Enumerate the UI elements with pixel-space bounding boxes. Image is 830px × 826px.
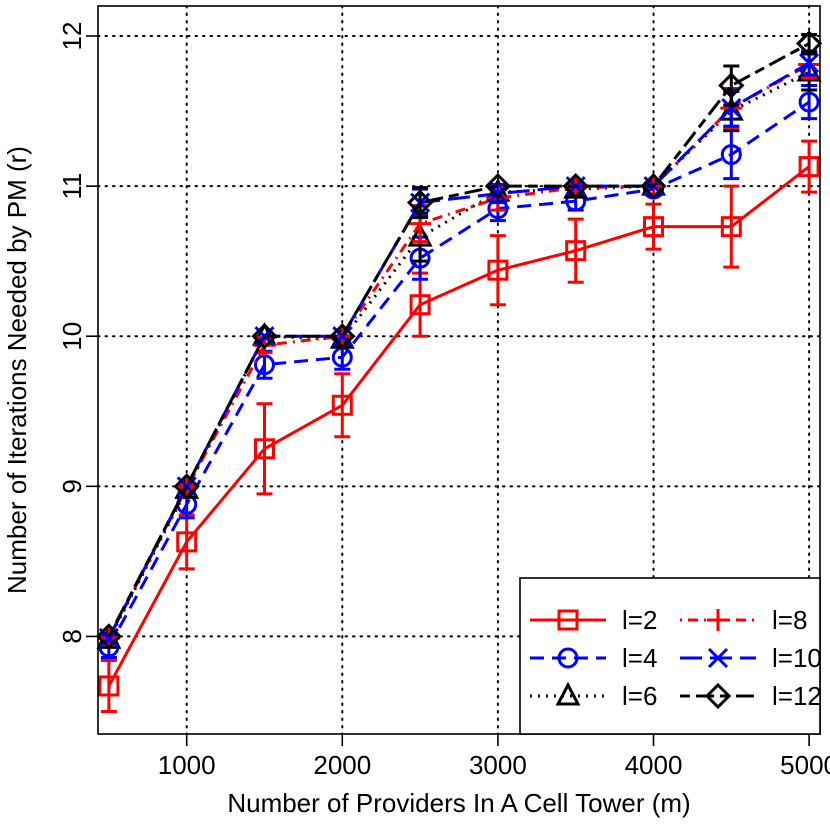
data-point: [720, 216, 742, 238]
legend-marker: [555, 681, 581, 706]
y-tick-label: 10: [57, 322, 87, 351]
x-tick-label: 1000: [158, 750, 216, 780]
series-group: [95, 30, 823, 713]
data-point: [799, 52, 820, 74]
x-axis-title: Number of Providers In A Cell Tower (m): [227, 788, 690, 818]
data-point: [253, 438, 275, 460]
error-bar: [723, 184, 740, 269]
legend-item-l=4: l=4: [530, 643, 657, 673]
legend-marker: [557, 647, 579, 669]
data-point: [721, 98, 742, 119]
legend-label: l=12: [772, 681, 822, 711]
legend-marker: [707, 609, 729, 631]
series-line: [107, 100, 810, 648]
legend-item-l=10: l=10: [680, 643, 822, 673]
series-l=8: [97, 49, 821, 649]
series-l=2: [98, 139, 820, 713]
data-point: [798, 156, 820, 178]
y-tick-label: 12: [57, 22, 87, 51]
data-point: [331, 394, 353, 416]
error-bar: [178, 513, 195, 571]
series-line: [107, 61, 810, 639]
legend-marker: [557, 609, 579, 631]
data-point: [406, 189, 434, 216]
data-point: [98, 675, 120, 697]
error-bar: [489, 234, 506, 307]
legend-box: [519, 577, 821, 735]
data-point: [718, 72, 745, 99]
legend: l=2 l=8 l=4 l=10 l=6 l=12: [519, 577, 822, 735]
data-point: [565, 240, 587, 262]
legend-item-l=2: l=2: [530, 605, 657, 635]
series-line: [107, 42, 810, 638]
data-point: [720, 144, 742, 166]
series-line: [107, 63, 810, 639]
data-point: [796, 57, 822, 82]
legend-label: l=8: [772, 605, 807, 635]
legend-marker: [707, 647, 729, 669]
error-bar: [412, 271, 429, 338]
x-tick-label: 3000: [469, 750, 527, 780]
series-l=4: [98, 84, 820, 659]
data-point: [176, 531, 198, 553]
legend-label: l=6: [622, 681, 657, 711]
legend-item-l=6: l=6: [530, 681, 657, 711]
series-l=6: [96, 52, 822, 649]
data-point: [329, 323, 356, 350]
legend-item-l=8: l=8: [680, 605, 807, 635]
axis-ticks: 1000 2000 3000 4000 5000 8 9 10 11 12: [57, 22, 830, 780]
data-point: [640, 173, 667, 200]
data-point: [643, 216, 665, 238]
series-line: [107, 165, 811, 687]
y-axis-title: Number of Iterations Needed by PM (r): [2, 146, 32, 594]
data-point: [409, 294, 431, 316]
legend-label: l=2: [622, 605, 657, 635]
y-tick-label: 8: [57, 629, 87, 643]
legend-label: l=10: [772, 643, 822, 673]
plot-area-border: [97, 5, 821, 735]
data-point: [487, 259, 509, 281]
data-point: [251, 323, 278, 350]
data-point: [562, 173, 589, 200]
x-tick-label: 2000: [313, 750, 371, 780]
error-bar: [723, 64, 740, 107]
data-point: [795, 30, 823, 57]
error-bar: [645, 202, 662, 251]
error-bar: [100, 658, 117, 713]
series-l=12: [95, 30, 823, 650]
y-tick-label: 9: [57, 479, 87, 493]
data-point: [173, 473, 200, 500]
error-bar: [256, 402, 273, 496]
legend-marker: [704, 682, 732, 710]
error-bar: [801, 139, 818, 194]
error-bar: [334, 372, 351, 439]
data-point: [95, 623, 123, 650]
x-tick-label: 4000: [625, 750, 683, 780]
series-line: [107, 70, 810, 641]
legend-label: l=4: [622, 643, 657, 673]
data-point: [798, 91, 820, 113]
data-point: [407, 222, 433, 247]
y-tick-label: 11: [57, 173, 87, 200]
x-tick-label: 5000: [780, 750, 830, 780]
series-l=10: [98, 49, 820, 648]
error-bar: [567, 217, 584, 284]
error-bar: [723, 129, 740, 181]
data-point: [484, 173, 512, 200]
legend-item-l=12: l=12: [680, 681, 822, 711]
